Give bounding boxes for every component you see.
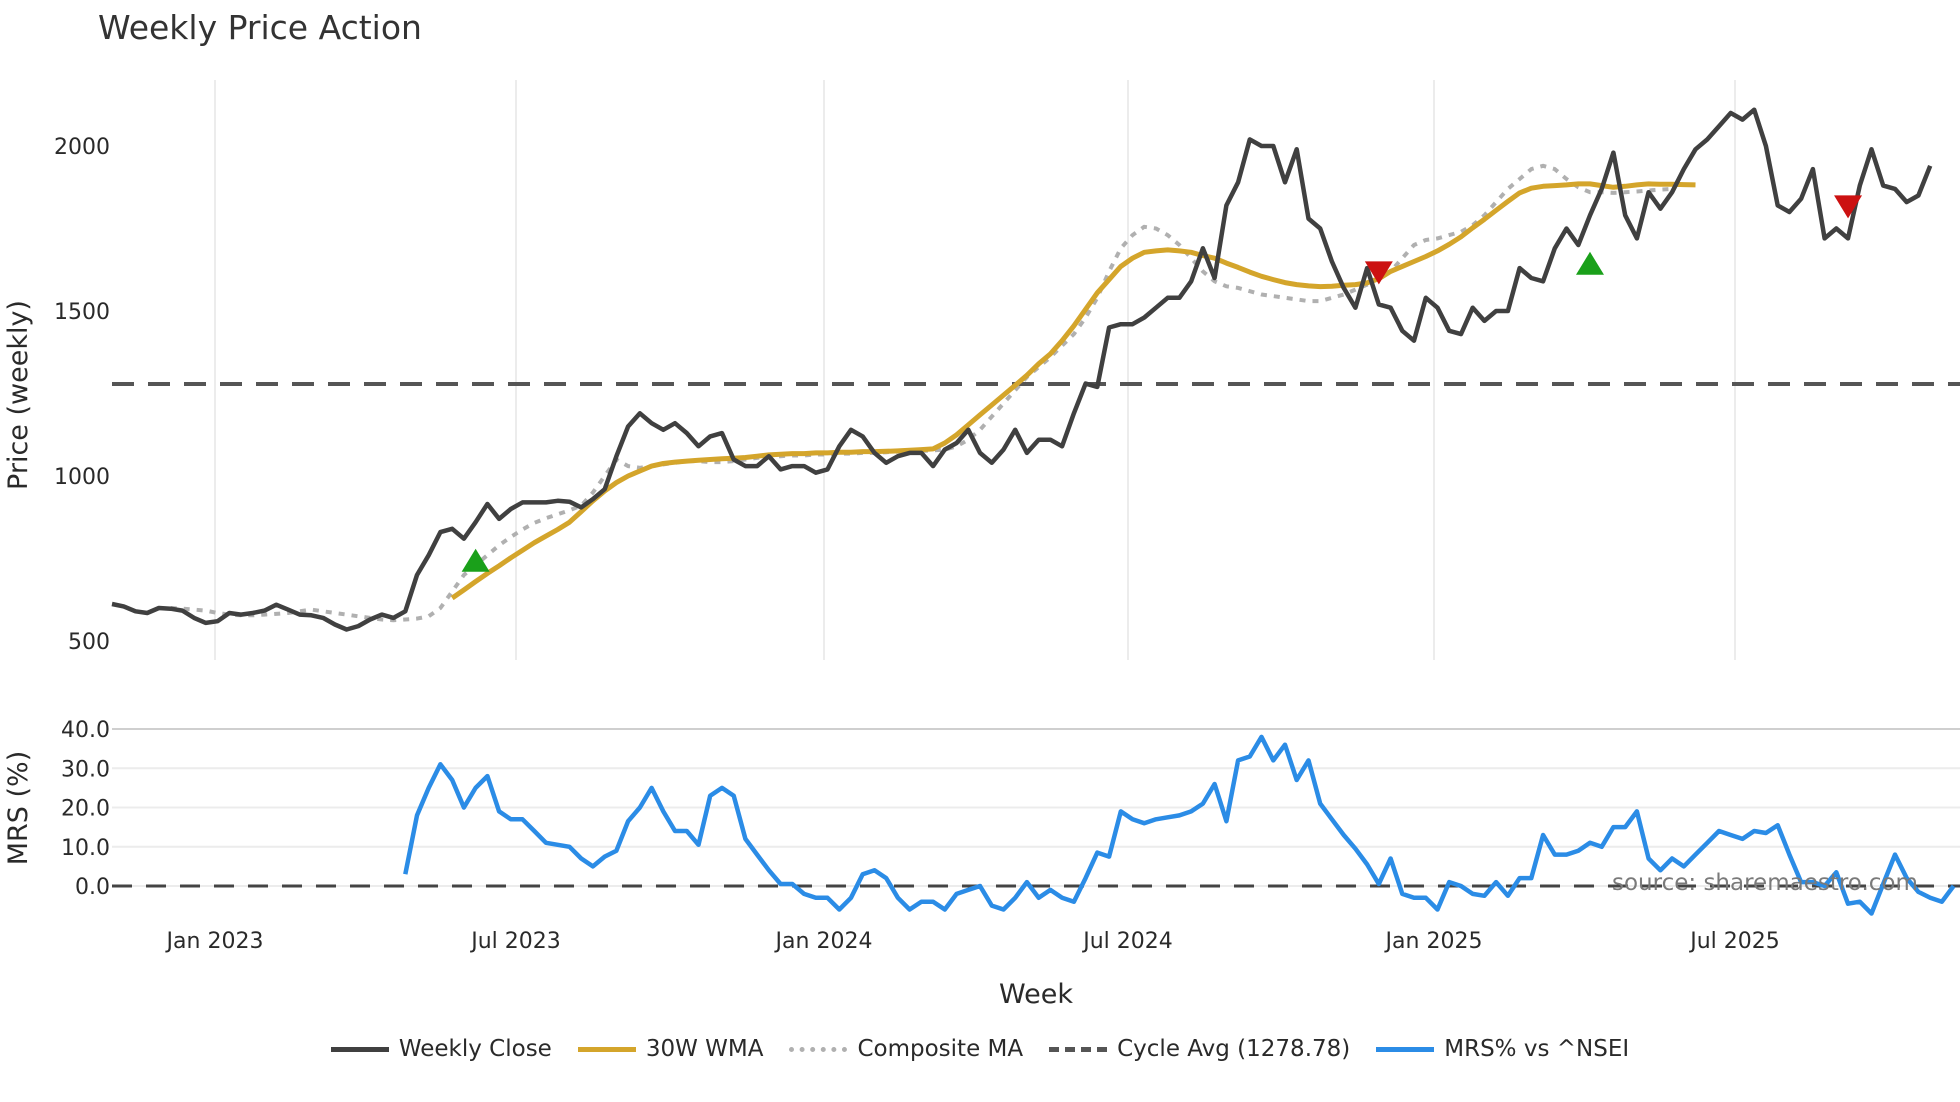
legend-item-wma[interactable]: 30W WMA: [577, 1036, 764, 1062]
legend-label: 30W WMA: [645, 1036, 764, 1062]
mrs-line: [403, 734, 1956, 916]
sell-signal-icon: [1364, 261, 1393, 285]
x-tick-label: Jul 2024: [1081, 929, 1173, 954]
mrs-y-axis-ticks: 0.0 10.0 20.0 30.0 40.0: [61, 718, 110, 900]
legend: Weekly Close 30W WMA Composite MA Cycle …: [0, 1036, 1960, 1062]
price-y-axis-title: Price (weekly): [3, 300, 34, 490]
legend-item-mrs[interactable]: MRS% vs ^NSEI: [1376, 1036, 1629, 1062]
legend-label: Composite MA: [857, 1036, 1024, 1062]
legend-label: Weekly Close: [398, 1036, 552, 1062]
mrs-gridlines: [112, 728, 1960, 887]
chart-title: Weekly Price Action: [98, 8, 422, 47]
mrs-y-tick-label: 30.0: [61, 757, 110, 782]
signal-markers: [461, 195, 1863, 572]
weekly-close-line: [111, 107, 1933, 632]
buy-signal-icon: [1575, 251, 1604, 275]
price-y-tick-label: 500: [68, 630, 110, 655]
mrs-y-tick-label: 0.0: [75, 875, 110, 900]
mrs-y-tick-label: 40.0: [61, 718, 110, 743]
x-tick-label: Jan 2024: [774, 929, 873, 954]
legend-swatch-dotted-gray: [789, 1046, 848, 1052]
buy-signal-icon: [461, 548, 490, 572]
legend-item-composite-ma[interactable]: Composite MA: [789, 1036, 1023, 1062]
legend-label: MRS% vs ^NSEI: [1444, 1036, 1630, 1062]
mrs-y-tick-label: 10.0: [61, 836, 110, 861]
legend-swatch-solid-blue: [1376, 1046, 1435, 1052]
mrs-y-axis-title: MRS (%): [3, 751, 34, 866]
price-gridlines: [214, 80, 1736, 660]
legend-item-weekly-close[interactable]: Weekly Close: [330, 1036, 552, 1062]
legend-swatch-dashed-gray: [1049, 1046, 1108, 1052]
legend-swatch-solid-dark: [330, 1046, 389, 1052]
x-tick-label: Jan 2023: [165, 929, 264, 954]
price-y-tick-label: 1000: [54, 465, 110, 490]
legend-label: Cycle Avg (1278.78): [1117, 1036, 1351, 1062]
price-y-axis-ticks: 500 1000 1500 2000: [54, 135, 110, 655]
legend-swatch-solid-gold: [577, 1046, 636, 1052]
legend-item-cycle-avg[interactable]: Cycle Avg (1278.78): [1049, 1036, 1350, 1062]
x-tick-label: Jul 2023: [469, 929, 561, 954]
x-tick-label: Jul 2025: [1688, 929, 1780, 954]
x-axis-title: Week: [999, 979, 1073, 1010]
source-watermark: source: sharemaestro.com: [1612, 870, 1918, 896]
mrs-y-tick-label: 20.0: [61, 797, 110, 822]
sell-signal-icon: [1834, 195, 1863, 219]
wma-30w-line: [450, 181, 1696, 601]
x-tick-label: Jan 2025: [1384, 929, 1483, 954]
composite-ma-line: [170, 163, 1673, 623]
x-axis-ticks: Jan 2023 Jul 2023 Jan 2024 Jul 2024 Jan 2025…: [165, 929, 1780, 954]
price-y-tick-label: 2000: [54, 135, 110, 160]
price-y-tick-label: 1500: [54, 300, 110, 325]
